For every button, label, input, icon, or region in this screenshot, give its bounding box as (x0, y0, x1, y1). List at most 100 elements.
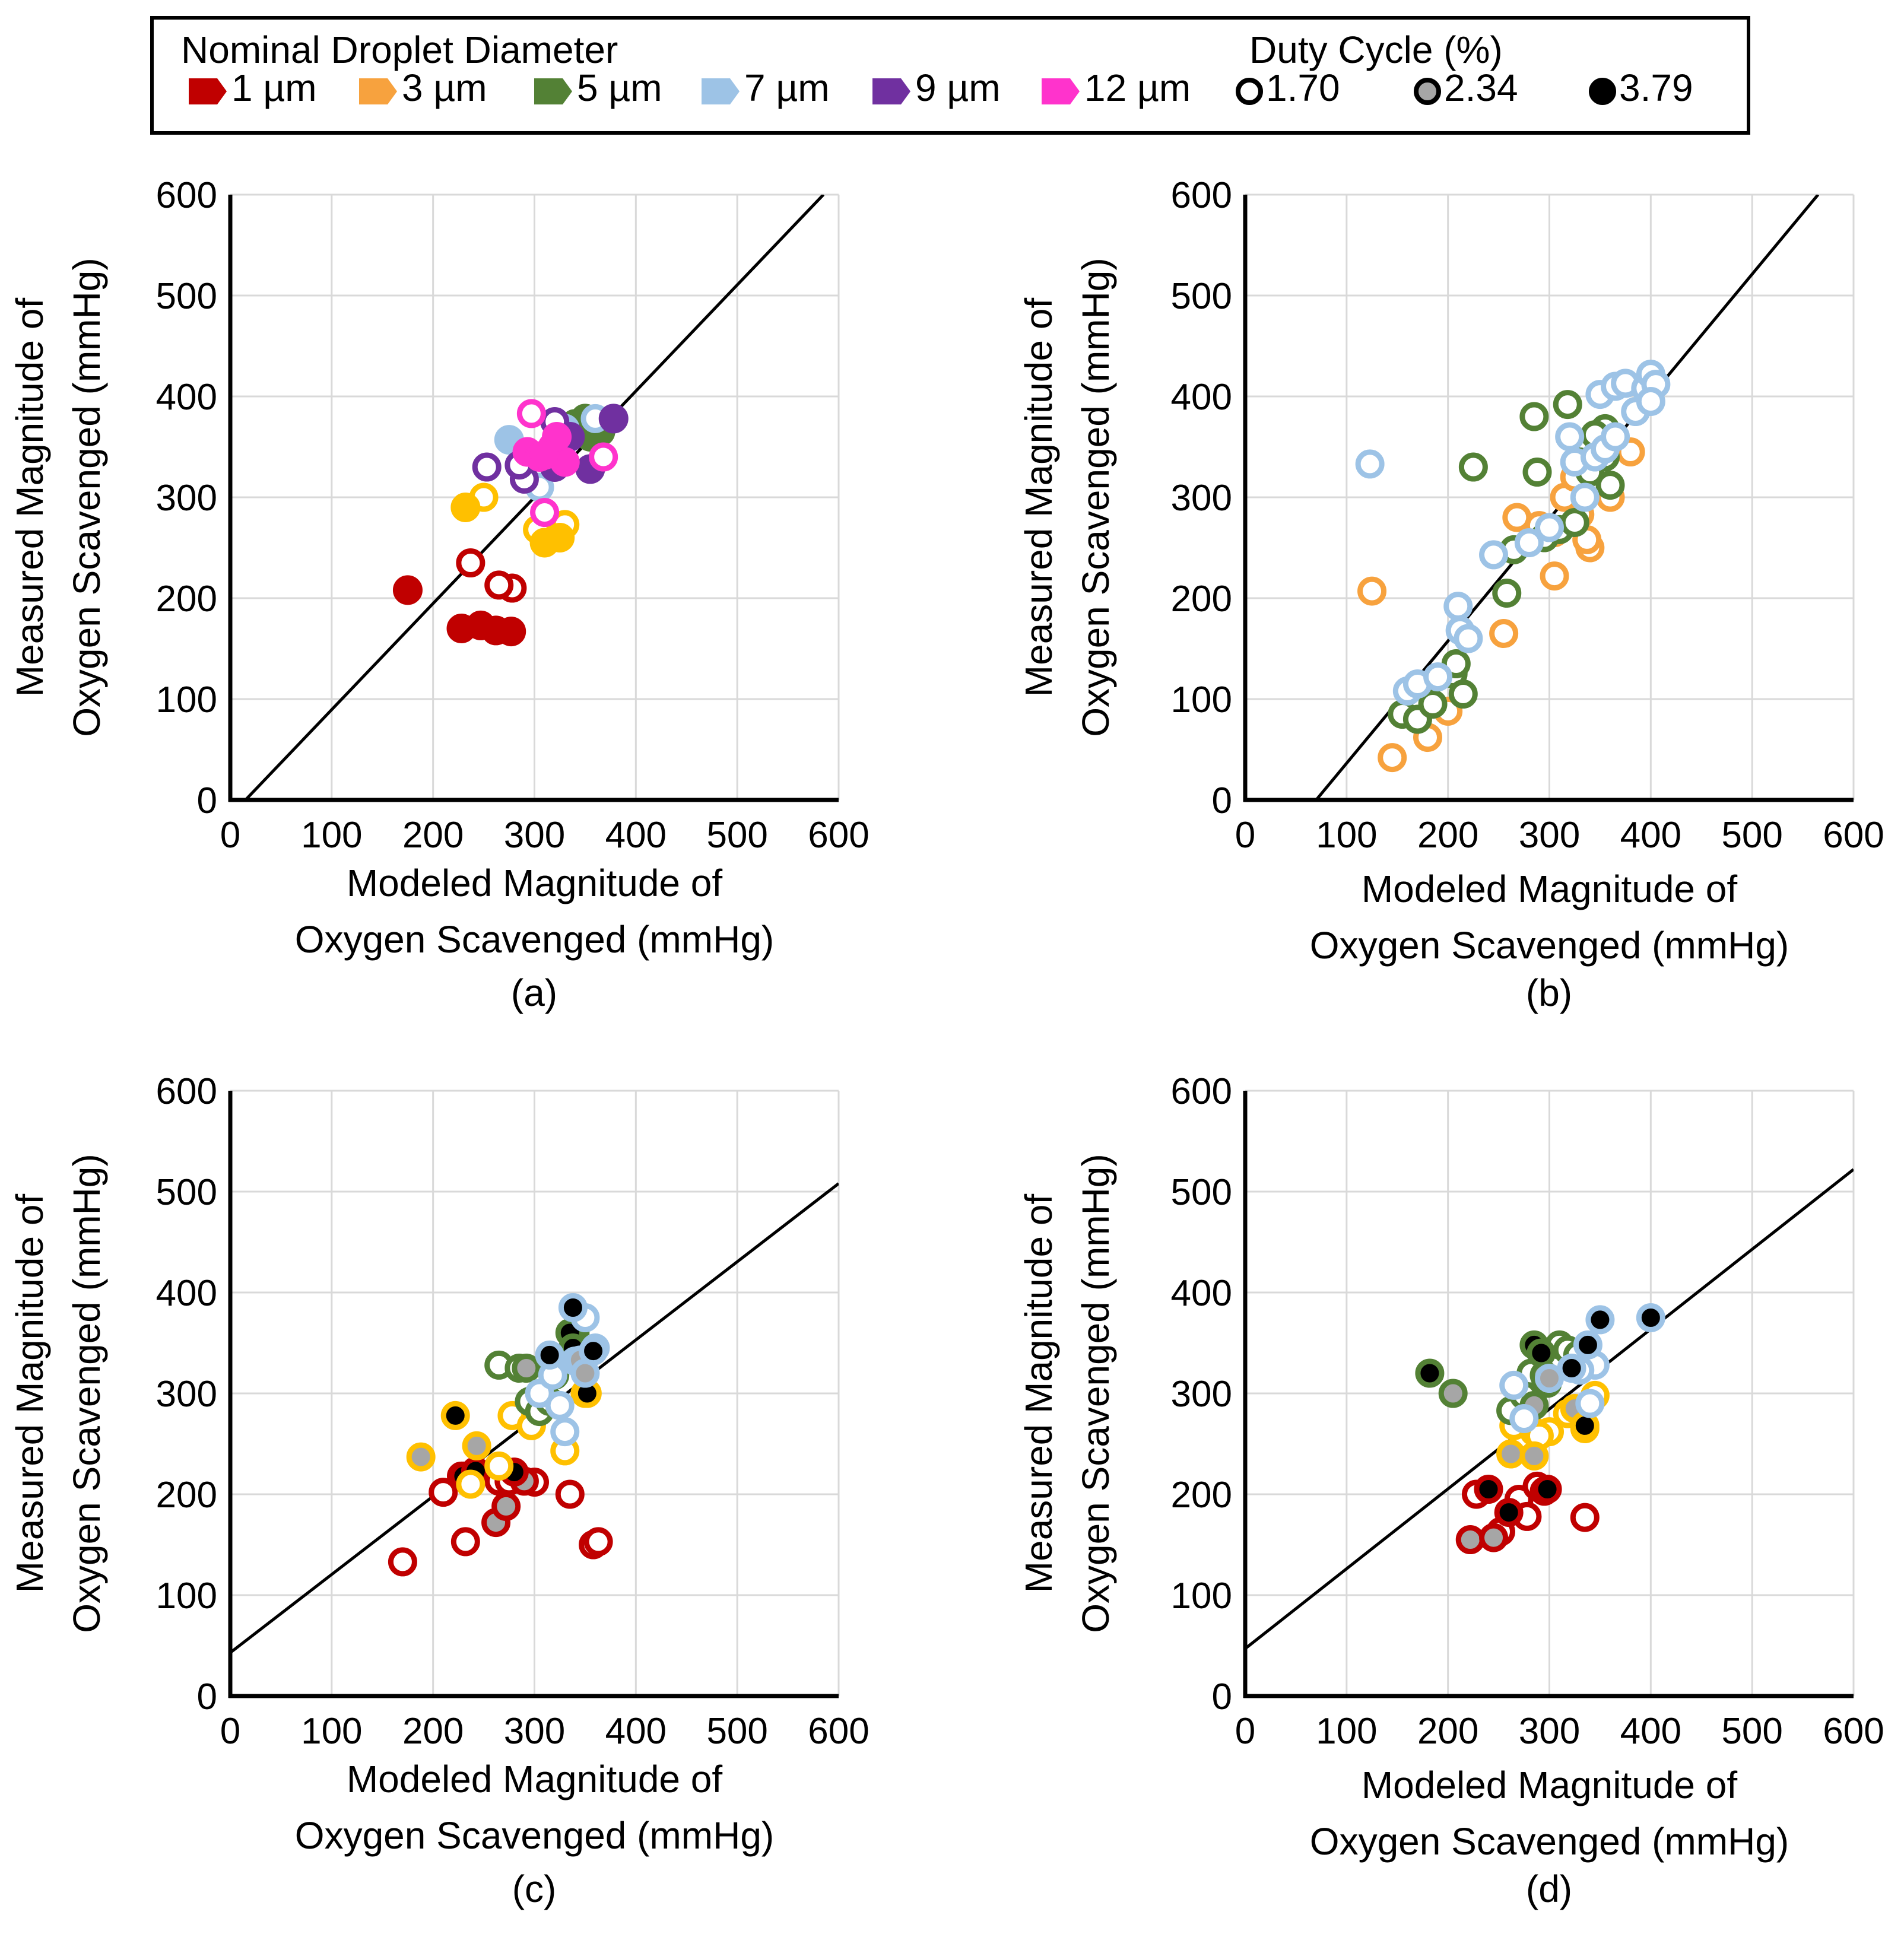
y-axis-title: Measured Magnitude of (1017, 1194, 1060, 1593)
data-point-open (1489, 619, 1519, 648)
y-tick-label: 100 (1171, 1576, 1232, 1617)
data-point-open (1492, 579, 1522, 608)
data-point-open (1454, 624, 1483, 653)
y-tick-label: 200 (1171, 579, 1232, 620)
x-axis-title: Oxygen Scavenged (mmHg) (1310, 924, 1789, 967)
data-point-open (1514, 528, 1544, 557)
data-point-duty-2-34 (1519, 1441, 1549, 1471)
x-tick-label: 0 (220, 815, 240, 856)
data-point-duty-1-70 (450, 1527, 480, 1557)
data-point-open (1443, 592, 1473, 621)
chart-panel: 0 100 200 300 400 500 600 0 100 200 300 400 500 600 Mo… (1017, 175, 1884, 1014)
x-axis-title: Modeled Magnitude of (347, 1758, 723, 1800)
y-axis-title: Oxygen Scavenged (mmHg) (65, 1154, 108, 1633)
data-point-duty-1-70 (456, 1469, 485, 1499)
y-tick-label: 100 (156, 1576, 217, 1617)
x-axis-title: Modeled Magnitude of (1362, 1764, 1738, 1806)
y-tick-label: 400 (1171, 1273, 1232, 1314)
data-point-duty-3-79 (1494, 1498, 1524, 1527)
x-tick-label: 500 (706, 815, 767, 856)
data-point-duty-3-79 (1636, 1303, 1665, 1332)
x-tick-label: 400 (605, 815, 667, 856)
x-tick-label: 200 (402, 1711, 464, 1752)
data-point-open (1355, 449, 1385, 479)
data-point-open (1540, 561, 1569, 591)
y-tick-label: 600 (1171, 1071, 1232, 1112)
x-tick-label: 100 (1316, 815, 1377, 856)
data-point-duty-1-70 (484, 1451, 514, 1481)
legend-pentagon-icon (189, 78, 227, 104)
data-point-duty-1-70 (429, 1478, 458, 1507)
y-tick-label: 100 (1171, 679, 1232, 720)
legend-diameter-label: 1 µm (231, 66, 317, 109)
data-point-duty-1-70 (545, 1390, 575, 1420)
x-tick-label: 600 (808, 1711, 869, 1752)
data-point-duty-1-70 (1509, 1404, 1539, 1433)
x-tick-label: 0 (1235, 1711, 1255, 1752)
y-tick-label: 600 (1171, 175, 1232, 216)
y-axis-title: Oxygen Scavenged (mmHg) (1074, 1154, 1117, 1633)
legend-pentagon-icon (534, 78, 572, 104)
data-point-open (456, 548, 485, 577)
data-point-duty-3-79 (1527, 1338, 1556, 1368)
data-point-open (1458, 452, 1488, 482)
data-point-duty-3-79 (579, 1336, 608, 1366)
y-tick-label: 200 (156, 1475, 217, 1516)
y-tick-label: 0 (1212, 780, 1232, 821)
legend-box (150, 16, 1750, 135)
data-point-duty-1-70 (550, 1417, 580, 1447)
data-point-duty-3-79 (1474, 1475, 1503, 1504)
x-tick-label: 600 (1823, 1711, 1884, 1752)
chart-panel: 0 100 200 300 400 500 600 0 100 200 300 400 500 600 Mo… (8, 175, 870, 1014)
data-point-open (516, 399, 546, 428)
data-point-filled (450, 493, 481, 522)
y-tick-label: 200 (156, 579, 217, 620)
y-tick-label: 500 (1171, 276, 1232, 317)
y-tick-label: 0 (197, 1676, 217, 1717)
data-point-duty-3-79 (1557, 1354, 1586, 1383)
data-point-open (1601, 422, 1630, 452)
plot-area (244, 195, 825, 800)
plot-area (230, 1182, 839, 1654)
y-tick-label: 300 (156, 1374, 217, 1415)
data-point-open (1570, 482, 1600, 512)
x-tick-label: 0 (1235, 815, 1255, 856)
x-axis-title: Modeled Magnitude of (1362, 868, 1738, 910)
x-tick-label: 400 (1620, 815, 1681, 856)
data-point-duty-2-34 (462, 1431, 491, 1460)
data-point-open (1560, 508, 1589, 537)
legend-diameter-label: 7 µm (744, 66, 830, 109)
y-axis-title: Measured Magnitude of (8, 298, 51, 697)
x-tick-label: 400 (605, 1711, 667, 1752)
data-point-duty-1-70 (388, 1547, 417, 1577)
legend-diameter-label: 3 µm (402, 66, 487, 109)
legend-duty-marker-icon (1414, 78, 1441, 105)
x-axis-title: Modeled Magnitude of (347, 862, 723, 904)
legend: Nominal Droplet Diameter Duty Cycle (%) … (150, 16, 1750, 135)
panel-label: (a) (511, 971, 557, 1014)
legend-pentagon-icon (1042, 78, 1080, 104)
y-tick-label: 400 (156, 377, 217, 418)
y-tick-label: 400 (1171, 377, 1232, 418)
x-tick-label: 500 (1721, 1711, 1782, 1752)
legend-duty-marker-icon (1589, 78, 1616, 105)
legend-pentagon-icon (359, 78, 397, 104)
y-tick-label: 500 (1171, 1172, 1232, 1213)
legend-diameter-label: 12 µm (1084, 66, 1191, 109)
x-tick-label: 100 (1316, 1711, 1377, 1752)
data-point-open (1522, 458, 1552, 487)
data-point-filled (392, 575, 423, 605)
x-tick-label: 100 (301, 815, 362, 856)
y-tick-label: 100 (156, 679, 217, 720)
data-point-open (1553, 390, 1582, 420)
panel-label: (c) (512, 1868, 557, 1910)
y-axis-title: Measured Magnitude of (1017, 298, 1060, 697)
legend-duty-marker-icon (1236, 78, 1263, 105)
legend-diameter-label: 5 µm (577, 66, 662, 109)
y-axis-title: Oxygen Scavenged (mmHg) (1074, 258, 1117, 736)
data-point-duty-1-70 (555, 1479, 585, 1509)
data-point-duty-2-34 (1438, 1379, 1468, 1408)
x-tick-label: 500 (1721, 815, 1782, 856)
data-point-filled (529, 440, 560, 470)
